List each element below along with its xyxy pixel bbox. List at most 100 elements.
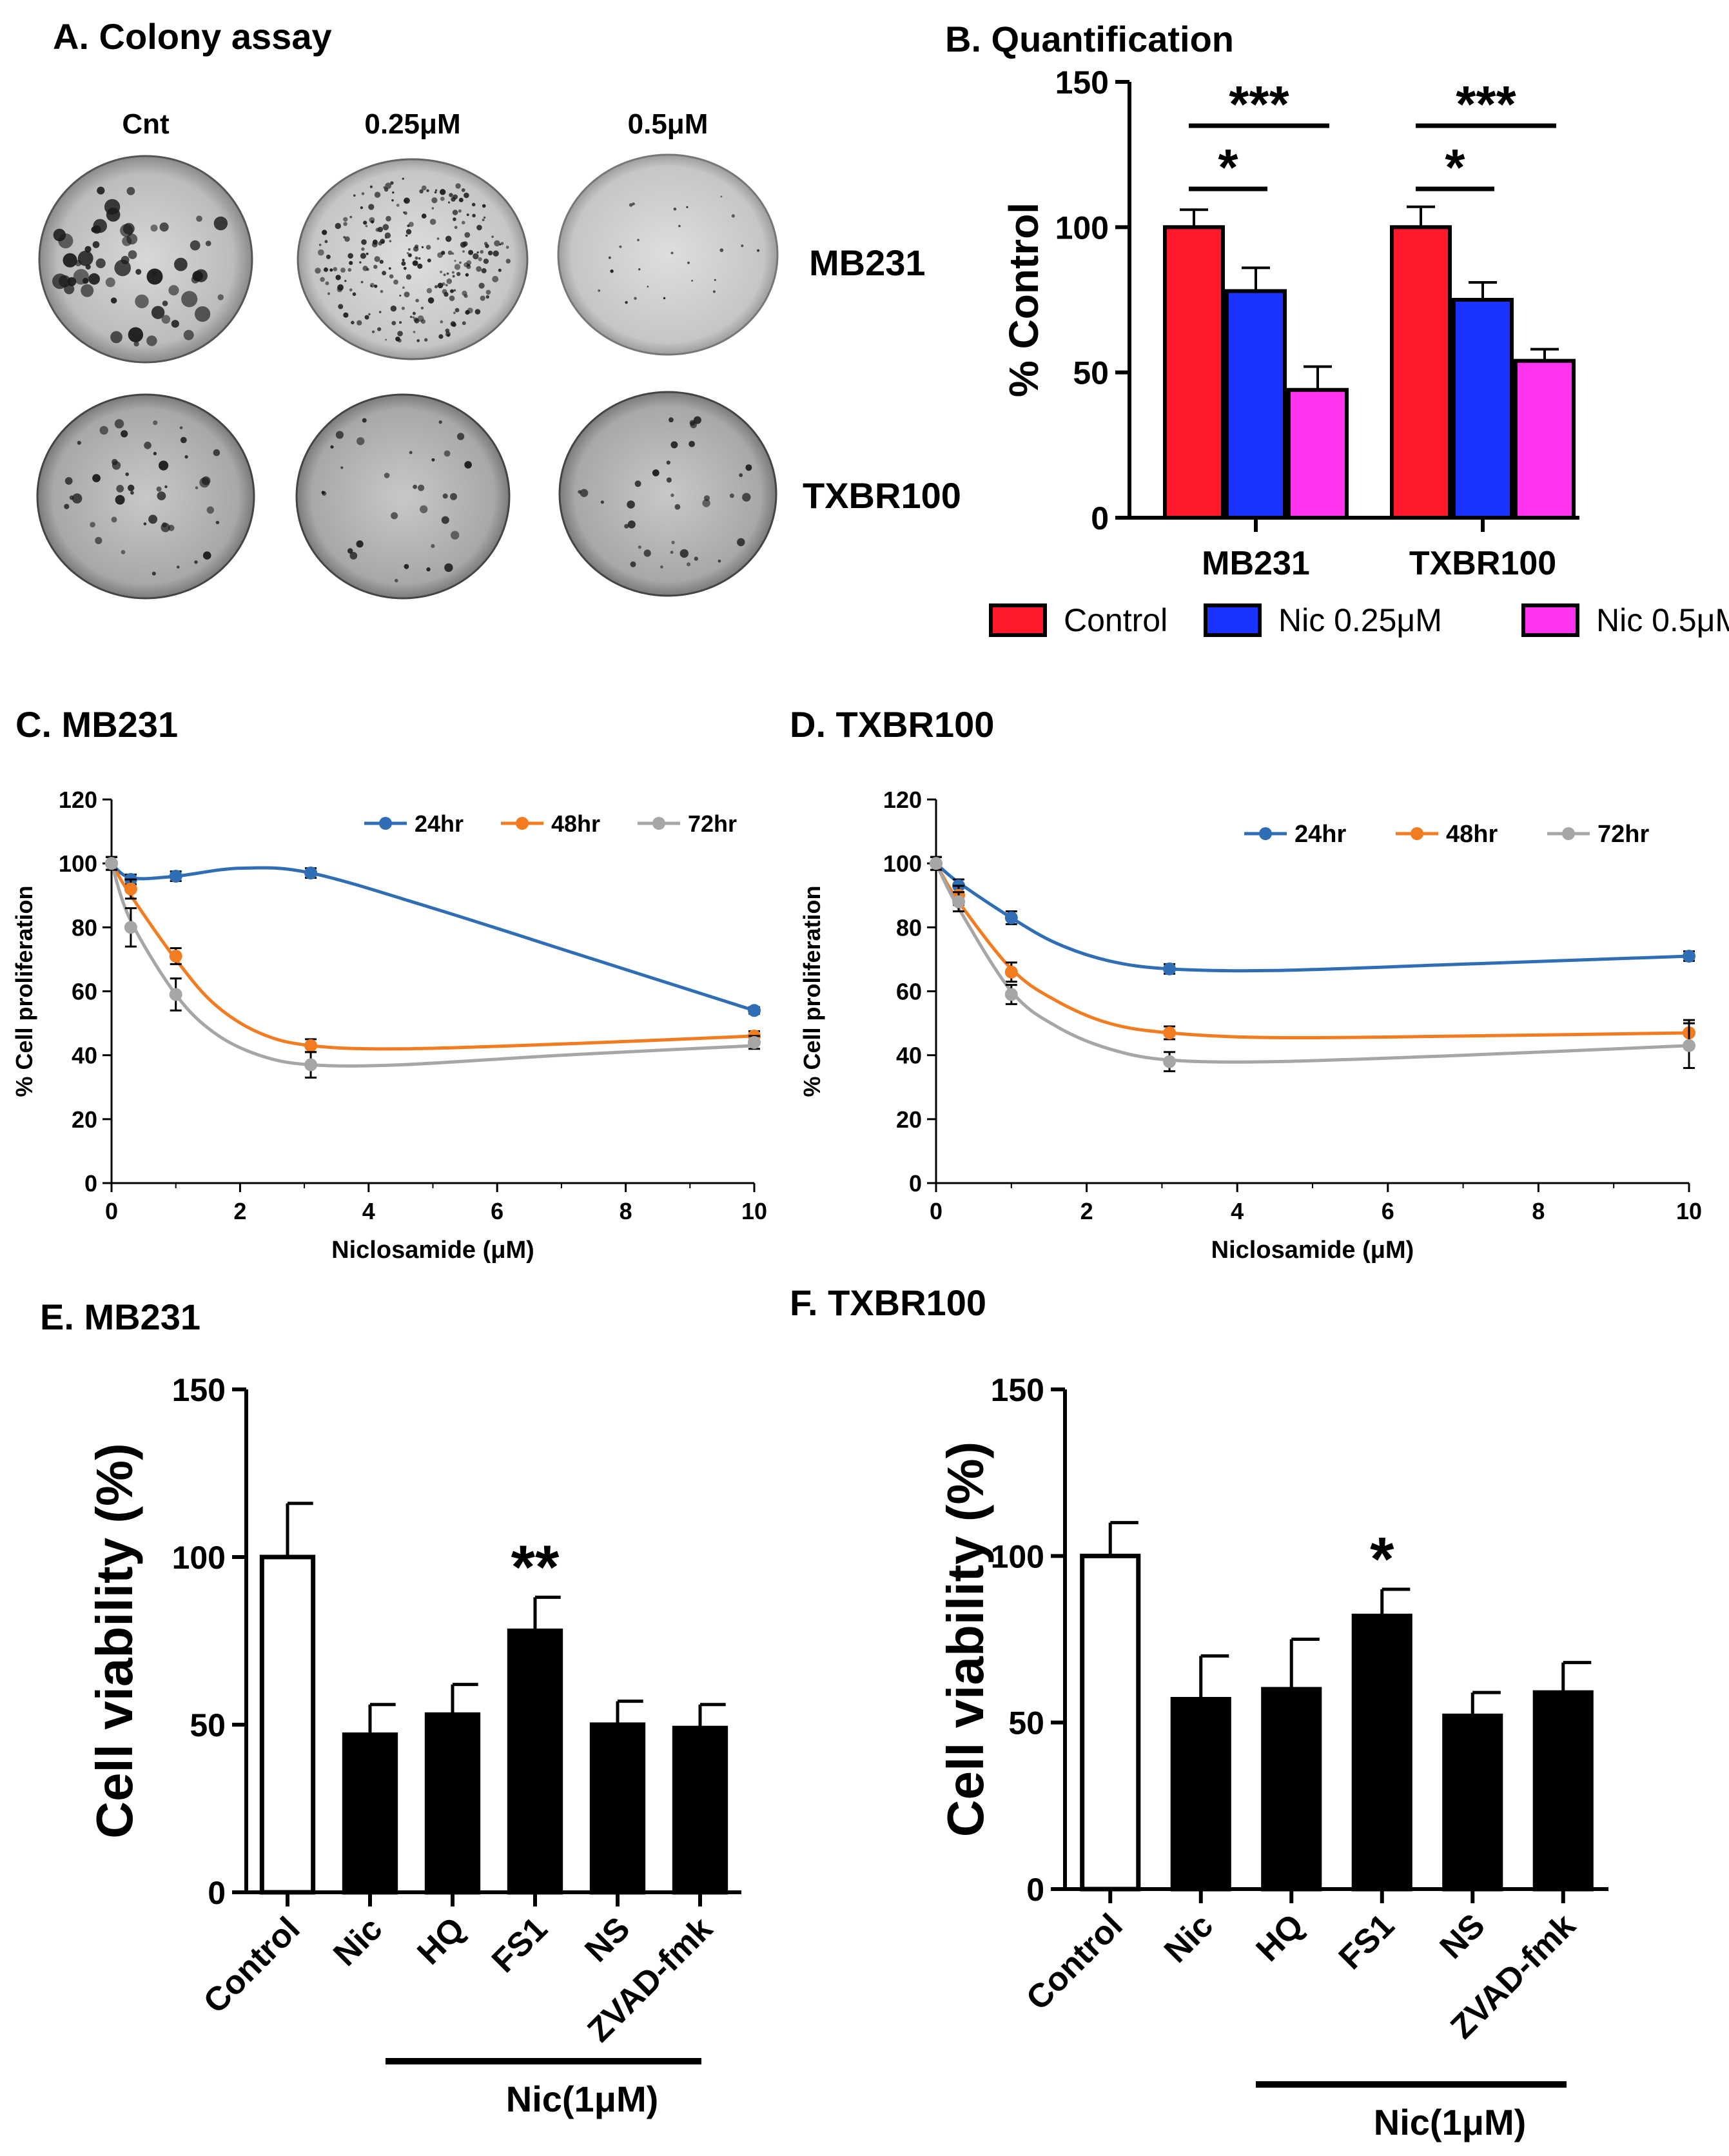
colony-dot: [184, 455, 188, 459]
colony-dot: [424, 338, 428, 342]
category-label: Nic: [1157, 1906, 1220, 1970]
bar: [672, 1725, 728, 1895]
significance-label: ***: [1229, 75, 1289, 133]
colony-dot: [151, 271, 157, 277]
colony-dot: [478, 257, 482, 262]
colony-dot: [447, 250, 453, 255]
colony-dot: [369, 217, 375, 223]
colony-dot: [183, 329, 194, 340]
colony-dot: [153, 420, 158, 426]
colony-dot: [320, 277, 325, 282]
colony-dot: [407, 253, 412, 257]
data-point: [1683, 1039, 1695, 1052]
colony-dot: [122, 236, 132, 246]
colony-dot: [455, 183, 461, 189]
colony-dot: [125, 472, 129, 476]
colony-dot: [146, 335, 157, 346]
colony-dot: [361, 239, 367, 245]
colony-dot: [450, 289, 454, 293]
colony-dot: [458, 197, 464, 202]
colony-dot: [405, 234, 408, 237]
colony-dot: [391, 199, 394, 202]
colony-dot: [453, 289, 456, 292]
colony-dot: [157, 491, 166, 500]
colony-dot: [92, 474, 101, 482]
colony-dot: [687, 261, 690, 264]
x-axis-label: Niclosamide (μM): [331, 1237, 534, 1264]
colony-dot: [452, 210, 458, 215]
plate-label-025: 0.25μM: [364, 108, 461, 140]
colony-dot: [451, 197, 456, 202]
colony-dot: [99, 426, 108, 435]
x-tick-label: 6: [491, 1198, 503, 1224]
legend-label: Nic 0.5μM: [1596, 602, 1729, 638]
colony-dot: [745, 464, 752, 471]
colony-dot: [385, 236, 387, 239]
y-tick-label: 50: [190, 1707, 226, 1743]
colony-dot: [388, 267, 391, 270]
colony-dot: [161, 315, 171, 324]
colony-dot: [413, 246, 419, 252]
category-label: NS: [1433, 1906, 1492, 1966]
colony-dot: [52, 273, 68, 289]
colony-dot: [64, 477, 73, 485]
colony-dot: [360, 206, 364, 210]
colony-dot: [669, 417, 674, 423]
colony-dot: [670, 551, 674, 554]
category-label: TXBR100: [1409, 545, 1556, 582]
colony-dot: [412, 316, 415, 318]
colony-dot: [396, 204, 400, 207]
colony-dot: [442, 493, 448, 499]
colony-dot: [335, 222, 341, 230]
colony-dot: [409, 451, 413, 455]
group-label: Nic(1μM): [506, 2079, 659, 2119]
colony-dot: [459, 261, 462, 264]
colony-dot: [462, 290, 467, 296]
colony-dot: [202, 551, 211, 560]
colony-dot: [105, 277, 115, 288]
colony-dot: [718, 559, 721, 563]
data-point: [1004, 911, 1018, 925]
colony-dot: [466, 213, 469, 217]
colony-dot: [121, 550, 126, 554]
colony-dot: [385, 338, 387, 341]
colony-dot: [340, 268, 346, 273]
y-tick-label: 0: [84, 1170, 97, 1197]
y-tick-label: 80: [896, 914, 922, 941]
colony-dot: [435, 189, 438, 191]
colony-dot: [161, 523, 170, 533]
colony-dot: [401, 306, 405, 310]
colony-dot: [447, 201, 451, 204]
colony-dot: [670, 441, 678, 449]
colony-dot: [471, 202, 476, 207]
colony-dot: [361, 247, 365, 251]
colony-dot: [365, 224, 368, 228]
colony-dot: [440, 197, 445, 201]
colony-dot: [464, 461, 472, 469]
group-label: Nic(1μM): [1374, 2102, 1527, 2142]
colony-dot: [195, 306, 211, 322]
colony-dot: [373, 264, 378, 270]
colony-dot: [213, 449, 220, 456]
colony-dot: [384, 473, 390, 478]
colony-dot: [630, 561, 636, 567]
bar: [1390, 225, 1452, 520]
colony-dot: [480, 250, 484, 254]
colony-dot: [666, 477, 672, 483]
legend-marker: [1411, 827, 1423, 840]
colony-dot: [638, 268, 641, 271]
data-point: [124, 921, 137, 934]
colony-dot: [403, 266, 407, 270]
data-point: [748, 1035, 761, 1049]
bar: [1514, 358, 1576, 520]
legend-marker: [516, 817, 529, 830]
bar: [507, 1628, 563, 1895]
colony-dot: [162, 300, 168, 306]
x-tick-label: 0: [930, 1198, 943, 1224]
colony-dot: [687, 562, 691, 567]
colony-dot: [363, 220, 367, 225]
legend-label: 24hr: [1294, 821, 1346, 848]
colony-dot: [112, 461, 121, 470]
colony-dot: [619, 245, 622, 248]
colony-dot: [461, 188, 465, 192]
